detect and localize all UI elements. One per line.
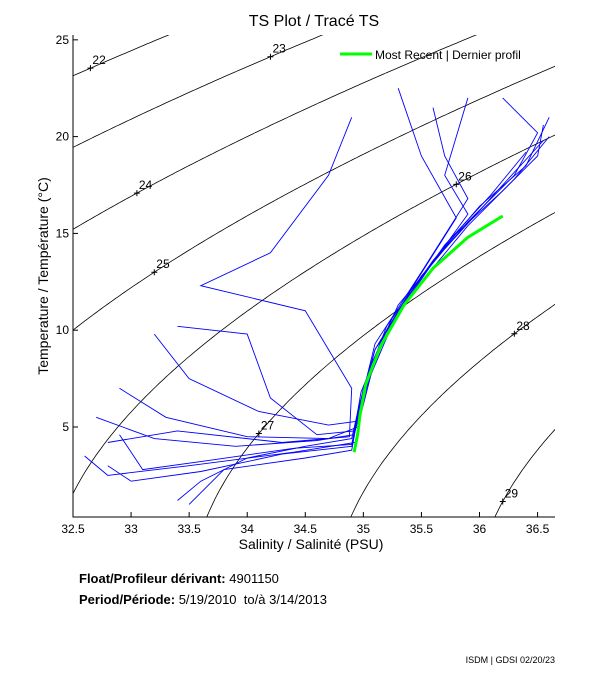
period-label: Period/Période: <box>79 592 176 607</box>
isopycnal-marker <box>255 430 262 437</box>
isopycnal-label: 27 <box>261 419 275 433</box>
legend-label: Most Recent | Dernier profil <box>375 48 521 62</box>
float-label: Float/Profileur dérivant: <box>79 571 226 586</box>
isopycnal-marker <box>453 181 460 188</box>
isopycnal-marker <box>133 190 140 197</box>
isopycnal-marker <box>511 330 518 337</box>
profile-line <box>96 151 527 447</box>
x-tick-label: 36 <box>473 522 487 536</box>
y-axis-label: Temperature / Température (°C) <box>35 177 51 375</box>
profile-line <box>119 88 457 440</box>
period-info: Period/Période: 5/19/2010 to/à 3/14/2013 <box>79 592 327 607</box>
isopycnal-marker <box>267 53 274 60</box>
profile-line <box>177 117 550 436</box>
profile-line <box>153 140 544 426</box>
ts-plot: TS Plot / Tracé TS 22 23 24 25 26 27 28 29 32.5… <box>35 13 555 552</box>
isopycnal-line <box>494 428 555 517</box>
axes: 32.5 33 33.5 34 34.5 35 35.5 36 36.5 5 10 15 20 25 <box>56 33 555 536</box>
profile-line <box>107 97 469 482</box>
x-tick-label: 34 <box>241 522 255 536</box>
isopycnal-line <box>73 35 478 230</box>
isopycnal-line <box>206 212 555 517</box>
period-start: 5/19/2010 <box>178 592 237 607</box>
isopycnal-lines: 22 23 24 25 26 27 28 29 <box>73 35 555 517</box>
isopycnal-label: 24 <box>139 178 153 192</box>
isopycnal-marker <box>499 498 506 505</box>
x-tick-label: 36.5 <box>526 522 550 536</box>
y-tick-label: 20 <box>56 130 70 144</box>
isopycnal-line <box>73 35 324 148</box>
profile-lines <box>84 88 550 505</box>
y-tick-label: 5 <box>62 420 69 434</box>
x-tick-label: 33 <box>124 522 138 536</box>
profile-line <box>119 107 469 471</box>
x-tick-label: 35.5 <box>410 522 434 536</box>
isopycnal-label: 28 <box>516 319 530 333</box>
y-tick-label: 25 <box>56 33 70 47</box>
isopycnal-label: 26 <box>458 169 472 183</box>
isopycnal-label: 29 <box>505 486 519 500</box>
period-end: 3/14/2013 <box>269 592 327 607</box>
profile-line <box>84 136 550 476</box>
isopycnal-marker <box>87 65 94 72</box>
profile-line <box>177 124 544 501</box>
x-tick-label: 33.5 <box>177 522 201 536</box>
y-tick-label: 15 <box>56 226 70 240</box>
isopycnal-line <box>73 65 555 331</box>
isopycnal-label: 23 <box>272 42 286 56</box>
legend: Most Recent | Dernier profil <box>340 48 521 62</box>
float-id: 4901150 <box>229 571 279 586</box>
x-tick-label: 35 <box>357 522 371 536</box>
float-info: Float/Profileur dérivant: 4901150 <box>79 571 279 586</box>
y-tick-label: 10 <box>56 323 70 337</box>
chart-title: TS Plot / Tracé TS <box>249 13 379 30</box>
profile-line <box>188 97 539 505</box>
isopycnal-line <box>350 303 555 517</box>
isopycnal-label: 25 <box>156 257 170 271</box>
isopycnal-marker <box>151 269 158 276</box>
period-to: to/à <box>243 592 266 607</box>
x-tick-label: 32.5 <box>61 522 85 536</box>
most-recent-profile-line <box>352 214 504 453</box>
isopycnal-label: 22 <box>92 53 106 67</box>
isopycnal-line <box>73 134 555 495</box>
x-axis-label: Salinity / Salinité (PSU) <box>239 536 384 552</box>
profile-line <box>107 117 353 443</box>
x-tick-label: 34.5 <box>294 522 318 536</box>
footer-credit: ISDM | GDSI 02/20/23 <box>465 655 555 665</box>
